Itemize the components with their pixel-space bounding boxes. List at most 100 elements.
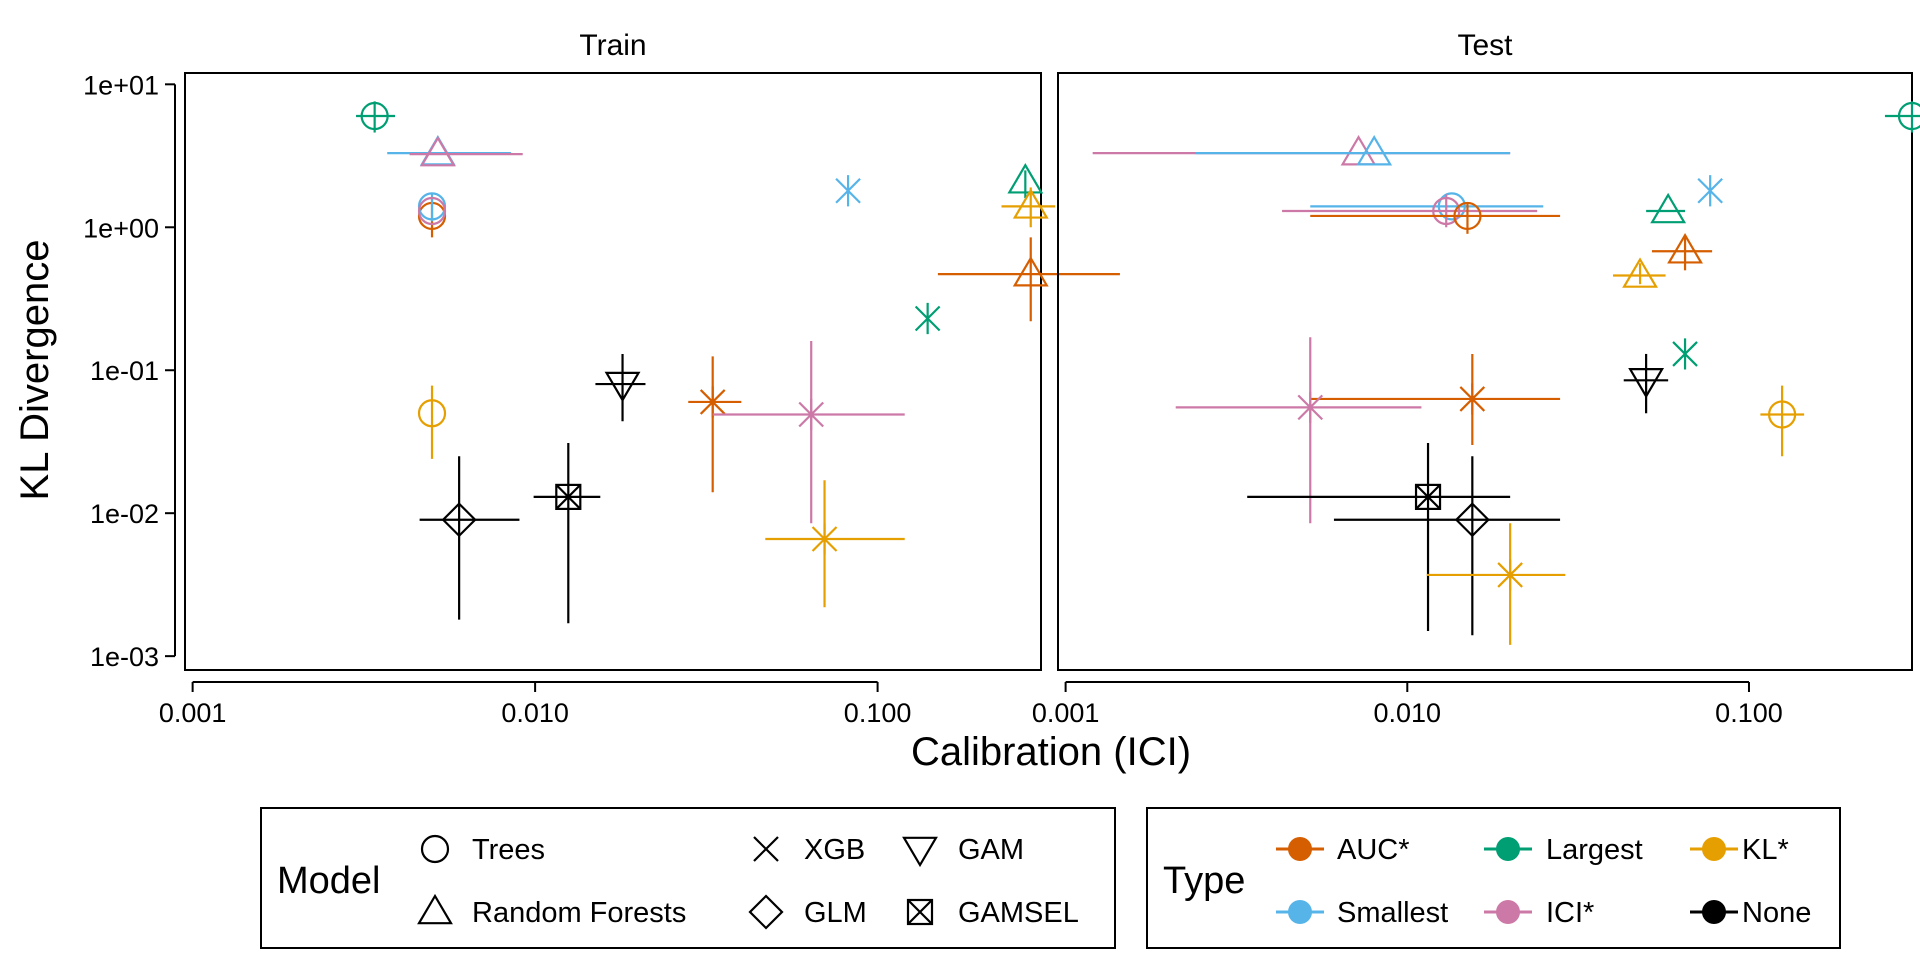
data-point bbox=[765, 480, 905, 608]
legend-type-label: ICI* bbox=[1546, 897, 1594, 929]
point-marker bbox=[1007, 163, 1044, 194]
x-tick-label: 0.100 bbox=[1715, 698, 1783, 728]
point-marker bbox=[360, 101, 389, 131]
point-marker bbox=[1453, 201, 1482, 231]
data-point bbox=[419, 456, 520, 620]
data-point bbox=[688, 356, 742, 493]
point-marker-cross bbox=[555, 484, 582, 510]
legend-model-label: GLM bbox=[804, 897, 867, 929]
panel-title: Test bbox=[1457, 29, 1513, 62]
legend-model-frame bbox=[260, 807, 1116, 949]
legend-key-circle bbox=[420, 834, 450, 864]
legend-type-label: Largest bbox=[1546, 834, 1643, 866]
data-point bbox=[409, 135, 523, 167]
x-tick-label: 0.010 bbox=[501, 698, 569, 728]
legend-key-dot bbox=[1288, 837, 1312, 861]
legend-type-label: AUC* bbox=[1337, 834, 1410, 866]
point-marker bbox=[835, 175, 861, 207]
data-point bbox=[1697, 175, 1723, 207]
point-marker bbox=[1356, 134, 1393, 166]
data-point bbox=[1310, 192, 1544, 221]
data-point bbox=[1175, 337, 1422, 524]
point-marker bbox=[1297, 391, 1324, 423]
point-marker bbox=[1437, 192, 1466, 221]
data-point bbox=[1001, 187, 1056, 228]
data-point bbox=[1310, 353, 1561, 445]
data-point bbox=[533, 442, 601, 624]
legend-model-label: Trees bbox=[472, 834, 545, 866]
data-point bbox=[1426, 523, 1566, 645]
data-point bbox=[356, 101, 396, 133]
legend-layer: Model Trees XGB GAM Random Forests GLM GAMSEL T… bbox=[260, 807, 1841, 949]
x-tick-label: 0.100 bbox=[844, 698, 912, 728]
legend-key-x bbox=[753, 836, 779, 862]
legend-model-label: GAMSEL bbox=[958, 897, 1079, 929]
x-tick-label: 0.001 bbox=[1032, 698, 1100, 728]
panel-frame bbox=[1057, 72, 1913, 671]
panel-test: Test 0.001 0.010 0.100 bbox=[1032, 29, 1920, 728]
data-point bbox=[1282, 194, 1538, 228]
point-marker-cross bbox=[1415, 484, 1441, 510]
point-marker bbox=[1497, 559, 1523, 591]
legend-model-label: GAM bbox=[958, 834, 1024, 866]
data-point bbox=[417, 196, 447, 226]
point-marker bbox=[417, 399, 447, 428]
data-point bbox=[1195, 134, 1511, 166]
point-marker bbox=[1340, 134, 1377, 166]
y-tick-label: 1e-03 bbox=[90, 642, 159, 672]
point-marker bbox=[1650, 192, 1687, 224]
panel-title: Train bbox=[579, 29, 646, 62]
data-point bbox=[712, 341, 905, 524]
legend-type-label: None bbox=[1742, 897, 1811, 929]
x-tick-label: 0.010 bbox=[1374, 698, 1442, 728]
legend-key-dot bbox=[1702, 837, 1726, 861]
point-marker bbox=[417, 196, 447, 226]
legend-key-triangle bbox=[417, 893, 453, 925]
legend-model-label: Random Forests bbox=[472, 897, 686, 929]
legend-model: Model Trees XGB GAM Random Forests GLM GAMSEL bbox=[260, 807, 1116, 949]
legend-key-dot bbox=[1496, 900, 1520, 924]
legend-key-box-x bbox=[906, 898, 934, 926]
point-marker bbox=[1697, 175, 1723, 207]
y-tick-label: 1e-01 bbox=[90, 356, 159, 386]
data-point bbox=[835, 175, 861, 207]
data-point bbox=[1092, 134, 1511, 166]
data-point bbox=[1672, 338, 1698, 370]
data-point bbox=[1310, 201, 1561, 234]
point-marker bbox=[441, 502, 477, 538]
data-point bbox=[937, 237, 1120, 322]
data-point bbox=[1613, 257, 1666, 288]
legend-type-frame bbox=[1146, 807, 1841, 949]
point-marker bbox=[555, 483, 582, 511]
point-marker bbox=[419, 134, 456, 166]
legend-type-label: Smallest bbox=[1337, 897, 1448, 929]
point-marker bbox=[1459, 383, 1486, 415]
legend-type: Type AUC* Largest KL* Smallest ICI* None bbox=[1146, 807, 1841, 949]
data-point bbox=[1333, 456, 1561, 636]
legend-type-title: Type bbox=[1163, 860, 1245, 902]
point-marker bbox=[699, 386, 726, 418]
point-marker bbox=[1628, 368, 1665, 399]
legend-key-diamond bbox=[748, 894, 784, 930]
data-point bbox=[595, 353, 646, 422]
data-point bbox=[1007, 163, 1044, 199]
point-marker bbox=[1012, 188, 1049, 219]
panel-train: Train 0.001 0.010 0.100 1e-03 1e-02 1e-01 1e+00… bbox=[83, 29, 1120, 728]
y-axis-label: KL Divergence bbox=[13, 240, 57, 501]
point-marker bbox=[1454, 502, 1490, 538]
legend-key-dot bbox=[1496, 837, 1520, 861]
data-point bbox=[1623, 353, 1669, 414]
x-axis-label: Calibration (ICI) bbox=[911, 730, 1191, 774]
data-point bbox=[1760, 385, 1805, 457]
legend-model-label: XGB bbox=[804, 834, 865, 866]
legend-key-box-x-cross bbox=[907, 899, 933, 925]
point-marker bbox=[1432, 196, 1461, 226]
point-marker bbox=[1667, 233, 1703, 264]
point-marker bbox=[1622, 257, 1658, 288]
data-point bbox=[1651, 233, 1713, 271]
legend-key-dot bbox=[1288, 900, 1312, 924]
legend-key-dot bbox=[1702, 900, 1726, 924]
point-marker bbox=[1414, 483, 1442, 511]
data-point bbox=[914, 302, 941, 335]
point-marker bbox=[1767, 400, 1797, 429]
